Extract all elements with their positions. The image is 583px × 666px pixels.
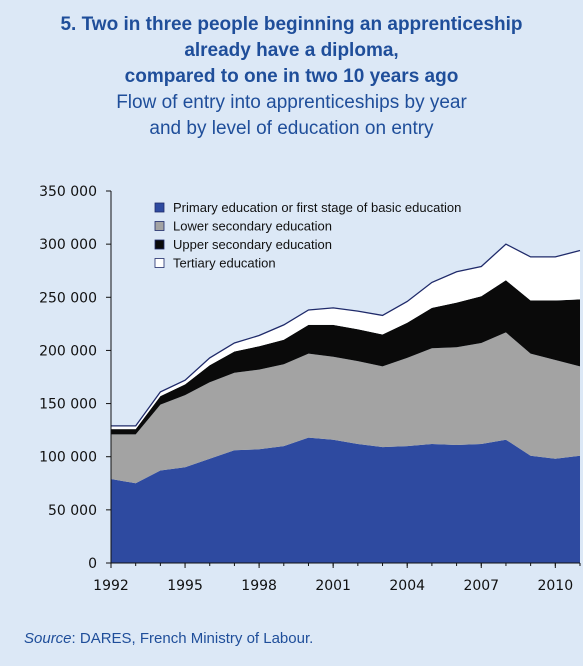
source-label: Source	[24, 630, 72, 647]
x-tick-label: 1995	[167, 578, 203, 594]
legend-label: Tertiary education	[173, 256, 276, 271]
chart-areas	[111, 243, 581, 563]
y-tick-label: 100 000	[39, 450, 97, 466]
y-tick-label: 150 000	[39, 397, 97, 413]
chart-title-line-1: 5. Two in three people beginning an appr…	[60, 14, 523, 35]
y-tick-label: 0	[88, 556, 97, 572]
chart-subtitle-line-1: Flow of entry into apprenticeships by ye…	[116, 92, 467, 113]
x-tick-label: 1998	[241, 578, 277, 594]
legend-label: Primary education or first stage of basi…	[173, 200, 461, 215]
y-tick-label: 250 000	[39, 290, 97, 306]
x-tick-label: 2001	[315, 578, 351, 594]
source-text: : DARES, French Ministry of Labour.	[71, 630, 314, 647]
chart-title-block: 5. Two in three people beginning an appr…	[0, 12, 583, 142]
legend-swatch	[154, 202, 165, 213]
chart-title-line-3: compared to one in two 10 years ago	[124, 66, 459, 87]
area-series-3	[111, 280, 580, 435]
x-tick-label: 1992	[93, 578, 129, 594]
legend-label: Lower secondary education	[173, 219, 332, 234]
x-tick-label: 2010	[537, 578, 573, 594]
legend-swatch	[154, 258, 165, 268]
chart-subtitle-line-2: and by level of education on entry	[149, 118, 434, 139]
x-tick-label: 2004	[389, 578, 425, 594]
y-tick-label: 300 000	[39, 237, 97, 253]
y-tick-label: 50 000	[48, 503, 97, 519]
legend-swatch	[154, 239, 165, 250]
area-series-1	[111, 437, 580, 563]
area-series-4	[111, 244, 580, 430]
chart-axes: 0 50 000 100 000 150 000 200 000 250 000 300 0…	[39, 184, 581, 594]
x-tick-label: 2007	[463, 578, 499, 594]
area-series-2	[111, 332, 580, 484]
chart-legend: Primary education or first stage of basi…	[154, 200, 461, 271]
chart-title-line-2: already have a diploma,	[184, 40, 399, 61]
legend-label: Upper secondary education	[173, 237, 332, 252]
area-series-4-outline	[111, 243, 581, 427]
legend-swatch	[154, 221, 165, 231]
y-tick-label: 350 000	[39, 184, 97, 200]
source-note: Source: DARES, French Ministry of Labour…	[24, 630, 313, 647]
y-tick-label: 200 000	[39, 343, 97, 359]
